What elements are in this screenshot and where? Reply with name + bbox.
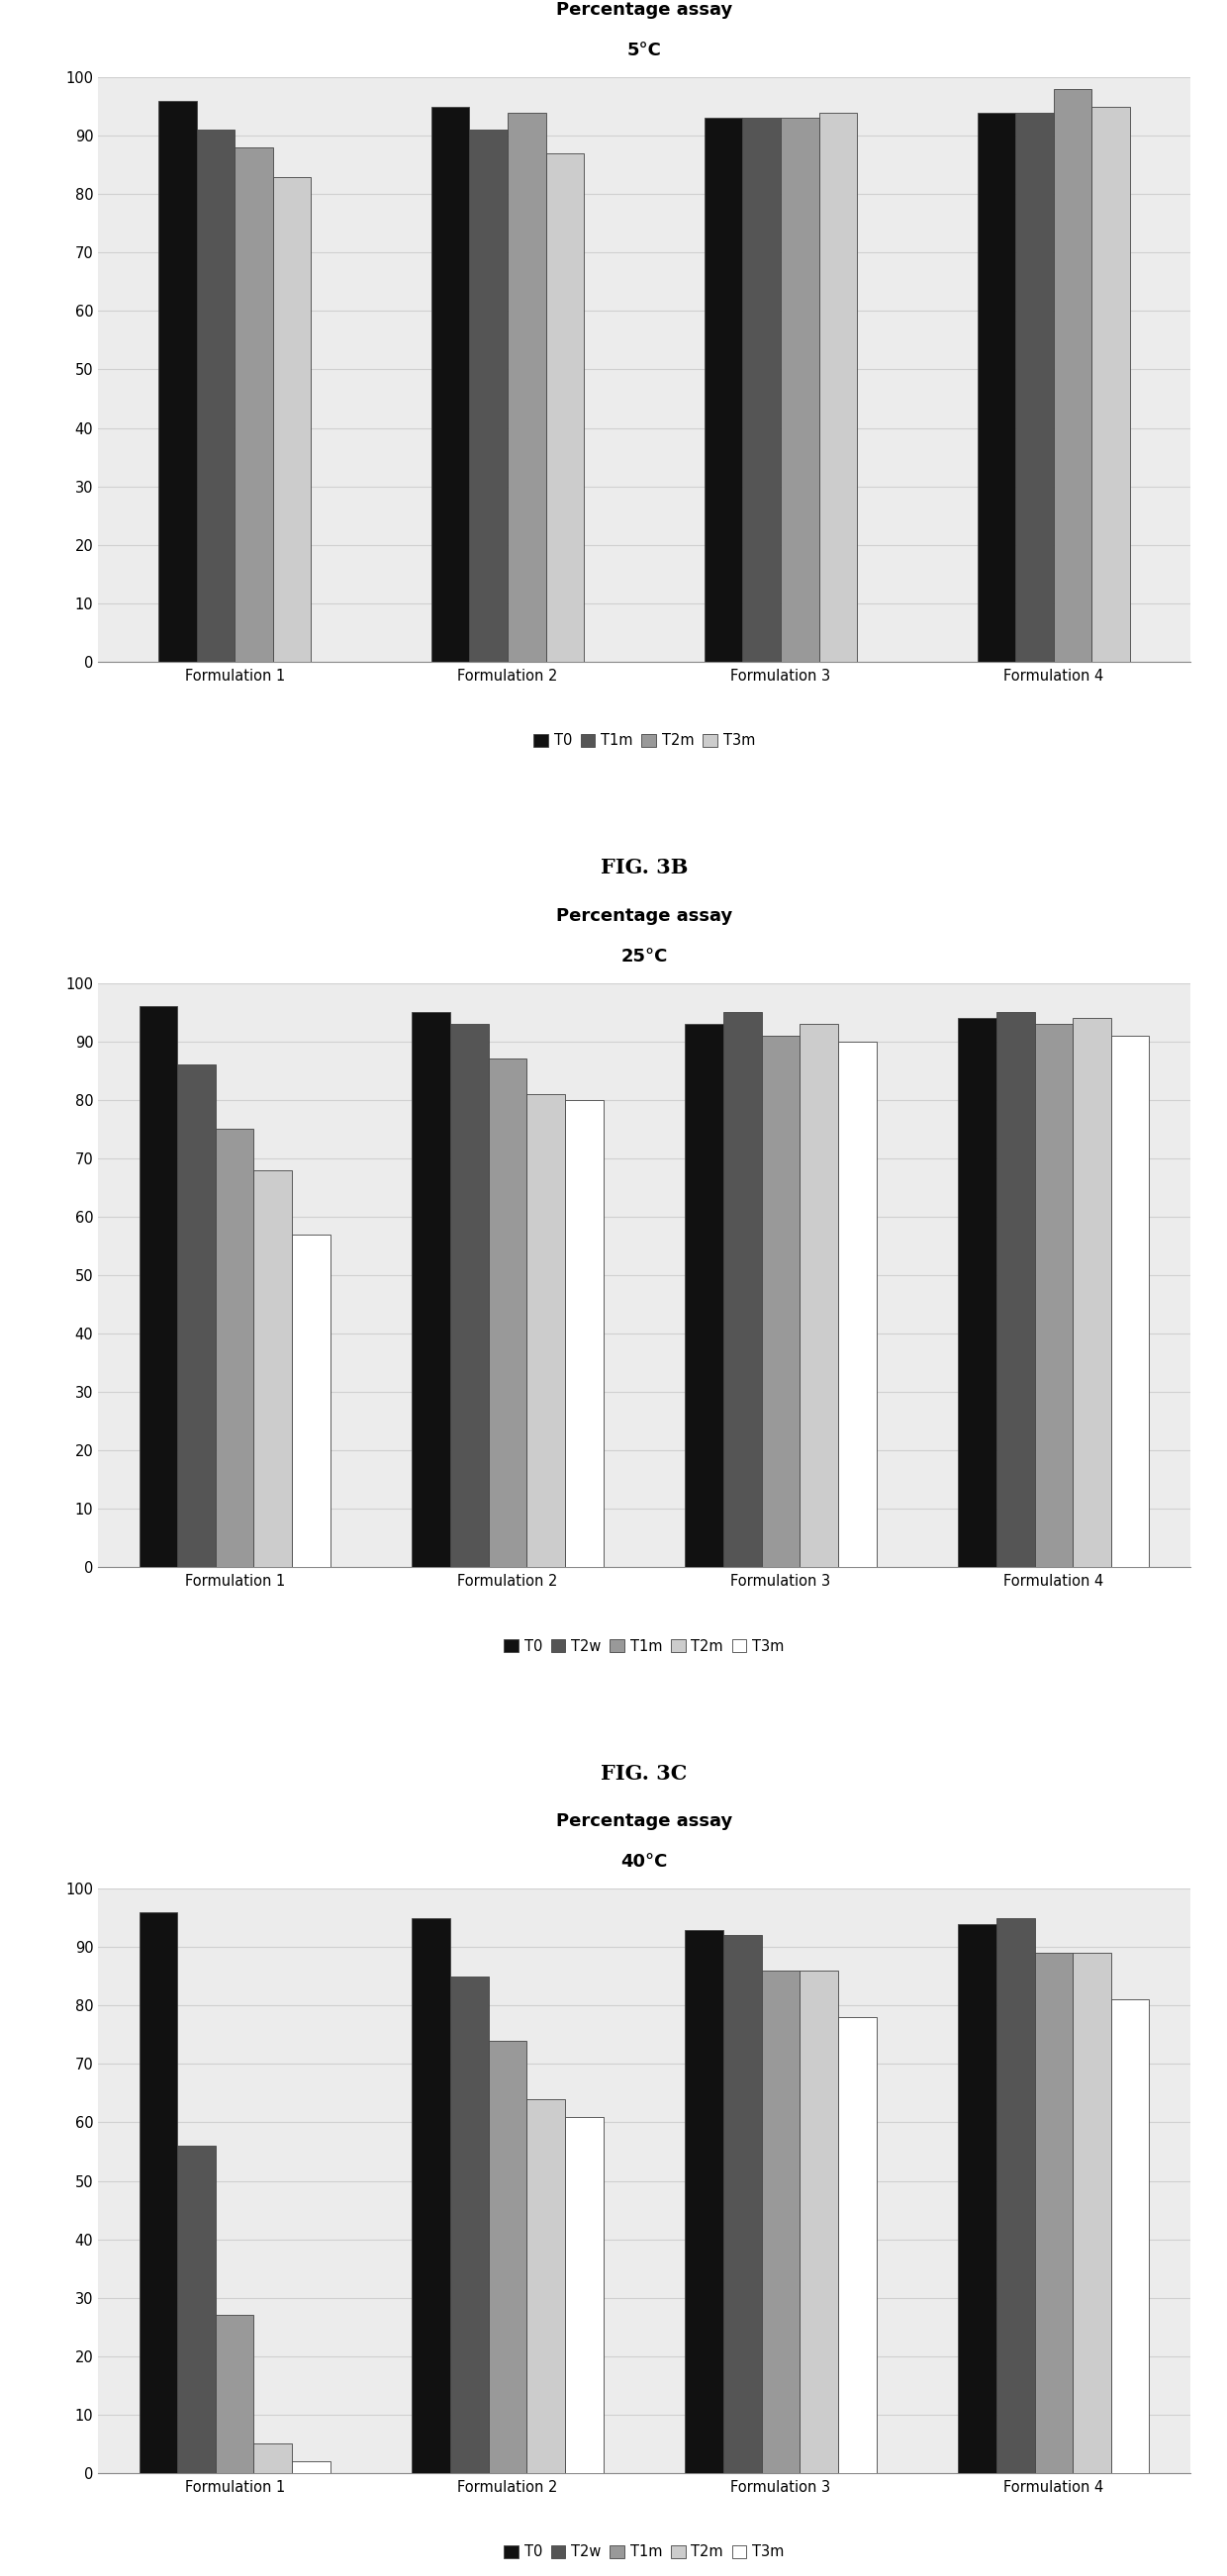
- Bar: [139, 1007, 178, 1566]
- Text: Percentage assay: Percentage assay: [556, 1814, 733, 1829]
- Bar: [508, 113, 546, 662]
- Bar: [724, 1012, 762, 1566]
- Bar: [450, 1976, 488, 2473]
- Text: Percentage assay: Percentage assay: [556, 907, 733, 925]
- Bar: [1072, 1953, 1110, 2473]
- Bar: [704, 118, 742, 662]
- Bar: [958, 1018, 996, 1566]
- Text: Percentage assay: Percentage assay: [556, 0, 733, 18]
- Bar: [742, 118, 780, 662]
- Bar: [292, 2460, 330, 2473]
- Bar: [546, 152, 584, 662]
- Bar: [564, 1100, 604, 1566]
- Legend: T0, T1m, T2m, T3m: T0, T1m, T2m, T3m: [528, 726, 761, 755]
- Bar: [762, 1036, 800, 1566]
- Bar: [488, 1059, 526, 1566]
- Bar: [1054, 90, 1092, 662]
- Bar: [272, 178, 312, 662]
- Bar: [838, 1041, 876, 1566]
- Bar: [178, 1064, 216, 1566]
- Bar: [685, 1929, 724, 2473]
- Bar: [724, 1935, 762, 2473]
- Bar: [412, 1919, 450, 2473]
- Bar: [780, 118, 818, 662]
- Bar: [1110, 1999, 1150, 2473]
- Bar: [431, 106, 470, 662]
- Legend: T0, T2w, T1m, T2m, T3m: T0, T2w, T1m, T2m, T3m: [498, 1633, 790, 1659]
- Bar: [977, 113, 1016, 662]
- Bar: [800, 1971, 838, 2473]
- Bar: [1016, 113, 1054, 662]
- Bar: [685, 1023, 724, 1566]
- Bar: [1110, 1036, 1150, 1566]
- Bar: [838, 2017, 876, 2473]
- Legend: T0, T2w, T1m, T2m, T3m: T0, T2w, T1m, T2m, T3m: [498, 2540, 790, 2566]
- Bar: [1034, 1023, 1072, 1566]
- Bar: [1072, 1018, 1110, 1566]
- Bar: [216, 1128, 254, 1566]
- Bar: [292, 1234, 330, 1566]
- Text: 25°C: 25°C: [621, 948, 667, 966]
- Bar: [800, 1023, 838, 1566]
- Bar: [762, 1971, 800, 2473]
- Bar: [196, 129, 234, 662]
- Bar: [958, 1924, 996, 2473]
- Bar: [564, 2117, 604, 2473]
- Bar: [254, 1170, 292, 1566]
- Bar: [1092, 106, 1130, 662]
- Text: 40°C: 40°C: [621, 1852, 667, 1870]
- Bar: [526, 1095, 564, 1566]
- Bar: [254, 2445, 292, 2473]
- Bar: [818, 113, 858, 662]
- Bar: [488, 2040, 526, 2473]
- Bar: [996, 1919, 1034, 2473]
- Bar: [526, 2099, 564, 2473]
- Text: FIG. 3B: FIG. 3B: [600, 858, 688, 878]
- Bar: [178, 2146, 216, 2473]
- Bar: [996, 1012, 1034, 1566]
- Text: FIG. 3C: FIG. 3C: [601, 1765, 687, 1783]
- Bar: [1034, 1953, 1072, 2473]
- Bar: [234, 147, 272, 662]
- Bar: [412, 1012, 450, 1566]
- Bar: [158, 100, 196, 662]
- Text: 5°C: 5°C: [627, 41, 661, 59]
- Bar: [216, 2316, 254, 2473]
- Bar: [450, 1023, 488, 1566]
- Bar: [470, 129, 508, 662]
- Bar: [139, 1911, 178, 2473]
